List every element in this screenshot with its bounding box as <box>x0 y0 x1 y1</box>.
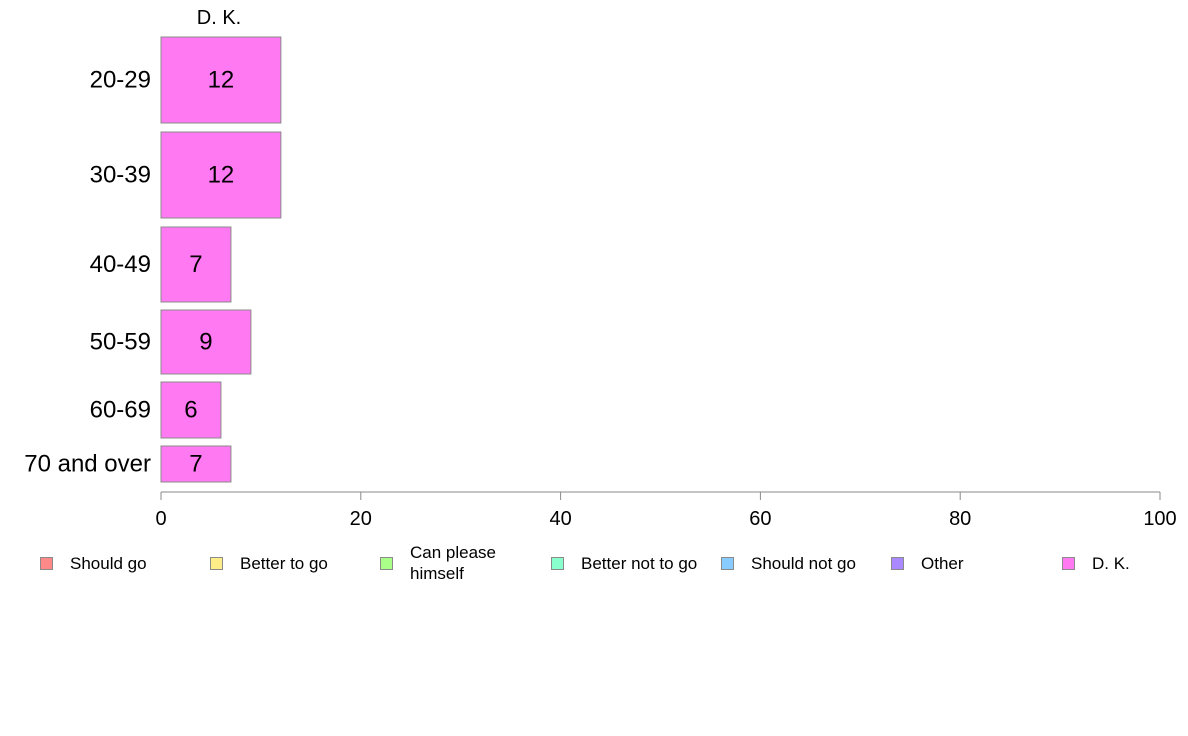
legend-label: D. K. <box>1092 553 1130 573</box>
legend-item: Better not to go <box>551 542 697 584</box>
bar-60-69 <box>160 381 222 439</box>
legend-item: Should go <box>40 542 147 584</box>
legend-item: Can please himself <box>380 542 496 584</box>
category-label: 40-49 <box>90 251 151 278</box>
x-tick-label: 0 <box>155 508 166 530</box>
chart: D. K. 12 20-29 12 30-39 7 40-49 9 50-59 6 60-69 7 7… <box>24 7 1177 530</box>
legend-swatch <box>1062 556 1075 570</box>
x-tick-label: 80 <box>949 508 971 530</box>
bar-value-label: 7 <box>189 251 202 278</box>
legend-label: Should go <box>70 553 147 573</box>
bar-value-label: 9 <box>199 329 212 356</box>
category-label: 30-39 <box>90 162 151 189</box>
category-label: 20-29 <box>90 67 151 94</box>
legend-item: D. K. <box>1062 542 1130 584</box>
legend-swatch <box>891 556 904 570</box>
bar-20-29 <box>160 36 282 124</box>
legend-swatch <box>40 556 53 570</box>
category-label: 70 and over <box>24 451 151 478</box>
x-tick-label: 100 <box>1143 508 1176 530</box>
legend-swatch <box>380 556 393 570</box>
bar-70-and-over <box>160 445 232 483</box>
bar-30-39 <box>160 131 282 219</box>
bars-group: 12 20-29 12 30-39 7 40-49 9 50-59 6 60-69 7 70 and … <box>24 36 282 483</box>
bar-value-label: 12 <box>208 67 235 94</box>
legend-item: Should not go <box>721 542 856 584</box>
bar-50-59 <box>160 309 252 375</box>
legend-label: Better not to go <box>581 553 698 573</box>
legend-label: Should not go <box>751 553 856 573</box>
legend-label: Better to go <box>240 553 328 573</box>
bar-40-49 <box>160 226 232 303</box>
x-tick-label: 60 <box>749 508 771 530</box>
column-title: D. K. <box>197 7 241 29</box>
legend: Should go Better to go Can please himself B… <box>0 540 1188 590</box>
legend-label: Can please himself <box>410 543 497 583</box>
legend-swatch <box>551 556 564 570</box>
x-tick-label: 20 <box>350 508 372 530</box>
legend-swatch <box>210 556 223 570</box>
x-tick-label: 40 <box>549 508 571 530</box>
bar-value-label: 12 <box>208 162 235 189</box>
x-axis: 0 20 40 60 80 100 <box>155 491 1177 530</box>
legend-item: Better to go <box>210 542 328 584</box>
bar-value-label: 6 <box>184 397 197 424</box>
legend-swatch <box>721 556 734 570</box>
category-label: 50-59 <box>90 329 151 356</box>
legend-item: Other <box>891 542 964 584</box>
bar-value-label: 7 <box>189 451 202 478</box>
legend-label: Other <box>921 553 964 573</box>
category-label: 60-69 <box>90 397 151 424</box>
